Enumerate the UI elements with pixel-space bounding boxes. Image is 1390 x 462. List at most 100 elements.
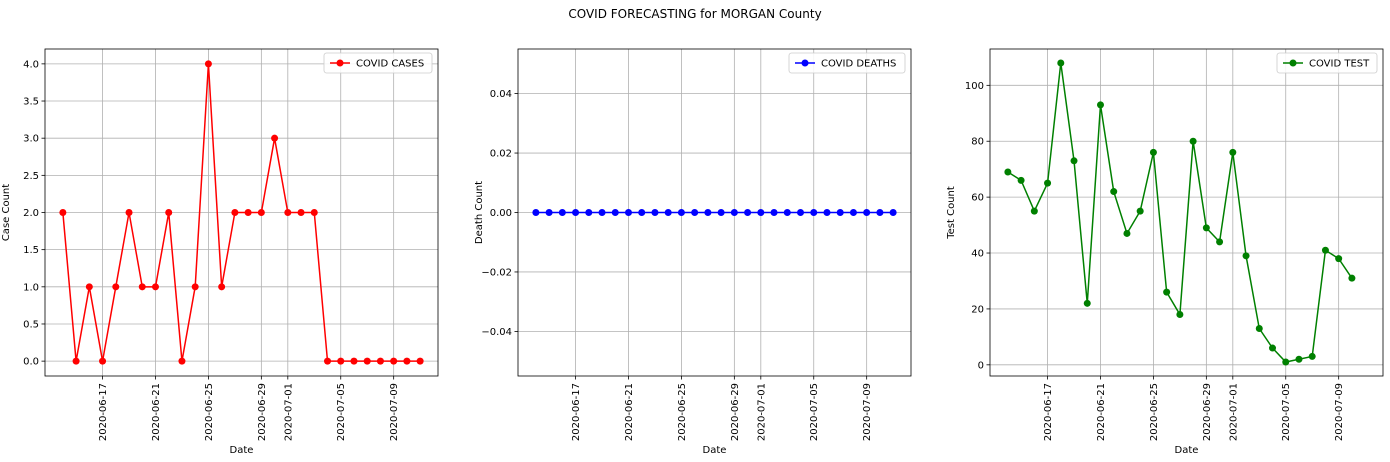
y-tick-label: −0.04 [481, 327, 512, 338]
data-point [165, 209, 173, 216]
legend-box [323, 52, 433, 74]
data-point [1282, 358, 1290, 366]
legend-label: COVID TEST [1309, 59, 1370, 70]
legend-label: COVID CASES [356, 59, 424, 70]
x-tick-label: 2020-07-09 [862, 383, 873, 441]
data-point [730, 209, 738, 216]
y-tick-label: 0.04 [490, 89, 512, 100]
legend: COVID CASES [323, 52, 433, 74]
data-point [624, 209, 632, 216]
data-point [1163, 288, 1171, 296]
data-point [1189, 137, 1197, 145]
y-tick-label: −0.02 [481, 267, 512, 278]
y-tick-label: 4.0 [23, 59, 39, 70]
data-point [125, 209, 133, 216]
y-tick-label: 0 [978, 360, 984, 371]
x-tick-label: 2020-07-05 [809, 383, 820, 441]
x-axis-label: Date [1175, 445, 1199, 456]
y-tick-label: 40 [971, 249, 984, 260]
data-point [138, 283, 146, 291]
data-point [297, 209, 305, 216]
data-point [691, 209, 699, 216]
data-point [572, 209, 580, 216]
data-point [1295, 355, 1303, 363]
data-point [310, 209, 318, 216]
data-point [1149, 148, 1157, 156]
y-axis-label: Test Count [946, 186, 957, 240]
data-point [178, 357, 186, 365]
data-point [204, 60, 212, 68]
data-point [324, 357, 332, 365]
x-axis-label: Date [703, 445, 727, 456]
legend-marker [1289, 59, 1297, 67]
y-tick-label: 3.5 [23, 97, 39, 108]
y-axis-label: Death Count [474, 181, 485, 244]
x-tick-label: 2020-06-29 [730, 383, 741, 441]
data-point [1202, 224, 1210, 232]
x-tick-label: 2020-06-17 [1043, 383, 1054, 441]
data-point [638, 209, 646, 216]
x-tick-label: 2020-06-29 [1202, 383, 1213, 441]
data-point [1321, 246, 1329, 254]
data-point [1110, 188, 1118, 196]
x-tick-label: 2020-06-21 [151, 383, 162, 441]
data-point [823, 209, 831, 216]
data-point [1004, 168, 1012, 176]
cases-chart: 0.0 0.5 1.0 1.5 2.0 2.5 3.0 3.5 4.0 2020-06-17 202… [1, 48, 439, 456]
series-line [62, 63, 421, 362]
y-tick-label: 0.00 [490, 208, 512, 219]
data-point [112, 283, 120, 291]
data-point [59, 209, 67, 216]
data-point [1030, 207, 1038, 215]
y-tick-label: 2.5 [23, 171, 39, 182]
x-axis-label: Date [230, 445, 254, 456]
data-point [1176, 311, 1184, 319]
data-point [1096, 101, 1104, 109]
legend-box [788, 52, 906, 74]
data-point [651, 209, 659, 216]
data-point [545, 209, 553, 216]
data-point [72, 357, 80, 365]
data-point [337, 357, 345, 365]
data-point [1269, 344, 1277, 352]
data-point [1308, 352, 1316, 360]
x-tick-label: 2020-07-05 [336, 383, 347, 441]
data-point [863, 209, 871, 216]
data-point [558, 209, 566, 216]
data-point [284, 209, 292, 216]
data-point [257, 209, 265, 216]
data-point [218, 283, 226, 291]
legend: COVID TEST [1276, 52, 1378, 74]
data-point [849, 209, 857, 216]
legend-marker [801, 59, 809, 67]
tests-chart: 0 20 40 60 80 100 2020-06-17 2020-06-21 2020-06-… [946, 48, 1384, 456]
data-point [1229, 148, 1237, 156]
x-tick-label: 2020-06-25 [204, 383, 215, 441]
data-point [1242, 252, 1250, 260]
data-point [585, 209, 593, 216]
data-point [231, 209, 239, 216]
y-tick-label: 0.0 [23, 357, 39, 368]
y-tick-label: 0.5 [23, 319, 39, 330]
data-point [416, 357, 424, 365]
y-axis-label: Case Count [1, 184, 12, 241]
y-tick-label: 0.02 [490, 149, 512, 160]
legend-box [1276, 52, 1378, 74]
data-point [836, 209, 844, 216]
data-point [889, 209, 897, 216]
data-point [151, 283, 159, 291]
x-tick-label: 2020-07-01 [1228, 383, 1239, 441]
y-tick-label: 100 [965, 81, 984, 92]
figure-title: COVID FORECASTING for MORGAN County [568, 7, 821, 21]
y-tick-label: 60 [971, 193, 984, 204]
data-point [532, 209, 540, 216]
data-point [664, 209, 672, 216]
x-tick-label: 2020-07-09 [1334, 383, 1345, 441]
legend-label: COVID DEATHS [821, 59, 896, 70]
data-point [744, 209, 752, 216]
data-point [244, 209, 252, 216]
data-point [363, 357, 371, 365]
axes-frame [989, 48, 1384, 377]
data-point [1123, 229, 1131, 237]
x-tick-label: 2020-06-25 [677, 383, 688, 441]
